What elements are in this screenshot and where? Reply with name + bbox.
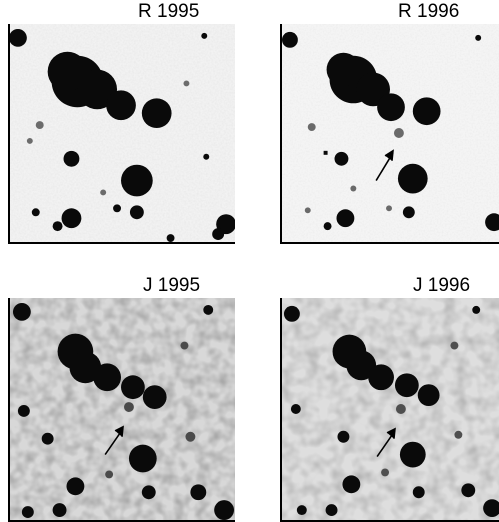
image-frame: [280, 24, 499, 244]
star-field-image: [282, 24, 499, 242]
image-frame: [8, 298, 235, 522]
panel-title: R 1995: [138, 1, 200, 22]
image-frame: [8, 24, 235, 244]
arrow-indicator: [375, 149, 394, 181]
panel-j1995: J 1995: [8, 274, 235, 522]
star-field-image: [10, 24, 235, 242]
image-frame: [280, 298, 499, 522]
panel-title: J 1995: [143, 275, 201, 296]
star-field-image: [10, 298, 235, 520]
arrow-indicator: [104, 425, 124, 456]
panel-r1996: R 1996: [280, 0, 499, 246]
panel-title: J 1996: [413, 275, 471, 296]
panel-title: R 1996: [398, 1, 460, 22]
arrow-indicator: [376, 427, 396, 458]
panel-r1995: R 1995: [8, 0, 235, 246]
star-field-image: [282, 298, 499, 520]
panel-j1996: J 1996: [280, 274, 499, 522]
